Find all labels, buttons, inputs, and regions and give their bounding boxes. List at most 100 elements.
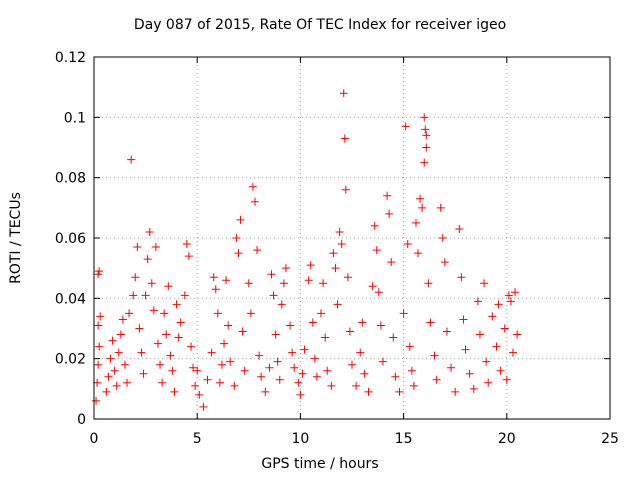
data-point	[217, 360, 226, 369]
data-point	[475, 330, 484, 339]
data-point	[265, 363, 274, 372]
data-point	[250, 197, 259, 206]
data-point	[125, 309, 134, 318]
data-point	[506, 297, 515, 306]
data-point	[399, 309, 408, 318]
data-point	[199, 402, 208, 411]
data-point	[364, 387, 373, 396]
grid-lines	[94, 57, 610, 419]
data-point	[430, 351, 439, 360]
data-point	[337, 240, 346, 249]
data-point	[108, 336, 117, 345]
data-point	[436, 203, 445, 212]
data-point	[156, 360, 165, 369]
data-point	[418, 203, 427, 212]
data-point	[281, 264, 290, 273]
data-point	[457, 273, 466, 282]
data-point	[137, 348, 146, 357]
data-point	[253, 246, 262, 255]
data-point	[391, 372, 400, 381]
data-point	[319, 279, 328, 288]
data-point	[340, 134, 349, 143]
data-point	[484, 378, 493, 387]
data-point	[422, 131, 431, 140]
data-point	[215, 378, 224, 387]
data-point	[310, 354, 319, 363]
data-point	[145, 227, 154, 236]
data-point	[432, 375, 441, 384]
y-tick-label: 0.06	[55, 231, 86, 247]
data-point	[335, 227, 344, 236]
data-point	[211, 285, 220, 294]
chart-title: Day 087 of 2015, Rate Of TEC Index for r…	[133, 17, 507, 33]
data-point	[341, 185, 350, 194]
data-points	[92, 89, 522, 411]
data-point	[222, 276, 231, 285]
data-point	[414, 249, 423, 258]
data-point	[333, 300, 342, 309]
data-point	[407, 366, 416, 375]
data-point	[102, 387, 111, 396]
data-point	[189, 363, 198, 372]
data-point	[187, 342, 196, 351]
y-tick-label: 0.1	[64, 110, 86, 126]
data-point	[465, 369, 474, 378]
data-point	[348, 360, 356, 369]
data-point	[94, 321, 103, 330]
data-point	[488, 312, 497, 321]
data-point	[298, 369, 307, 378]
data-point	[376, 321, 385, 330]
data-point	[424, 279, 433, 288]
data-point	[395, 387, 404, 396]
data-point	[401, 122, 410, 131]
data-point	[469, 384, 478, 393]
data-point	[120, 360, 129, 369]
data-point	[482, 357, 491, 366]
data-point	[411, 218, 420, 227]
x-tick-label: 20	[498, 431, 516, 447]
data-point	[168, 366, 177, 375]
data-point	[323, 366, 332, 375]
data-point	[230, 381, 239, 390]
data-point	[209, 273, 218, 282]
x-tick-label: 0	[90, 431, 99, 447]
data-point	[502, 375, 511, 384]
data-point	[480, 279, 489, 288]
data-point	[184, 252, 193, 261]
data-point	[238, 327, 247, 336]
data-point	[442, 327, 451, 336]
data-point	[220, 339, 229, 348]
data-point	[112, 381, 121, 390]
data-point	[312, 372, 321, 381]
data-point	[286, 321, 295, 330]
data-point	[164, 282, 173, 291]
data-point	[378, 357, 387, 366]
data-point	[129, 291, 138, 300]
data-point	[383, 191, 392, 200]
data-point	[255, 351, 264, 360]
data-point	[118, 315, 127, 324]
data-point	[356, 348, 365, 357]
data-point	[288, 348, 297, 357]
data-point	[149, 306, 158, 315]
data-point	[385, 209, 394, 218]
data-point	[426, 318, 435, 327]
data-point	[317, 309, 326, 318]
plot-frame	[93, 56, 611, 420]
data-point	[273, 357, 282, 366]
data-point	[269, 291, 278, 300]
data-point	[508, 348, 517, 357]
data-point	[306, 261, 315, 270]
data-point	[96, 312, 105, 321]
data-point	[240, 366, 249, 375]
data-point	[104, 372, 113, 381]
data-point	[106, 354, 115, 363]
data-point	[494, 300, 503, 309]
data-point	[170, 387, 179, 396]
data-point	[151, 243, 160, 252]
data-point	[329, 249, 338, 258]
data-point	[389, 333, 398, 342]
data-point	[496, 366, 505, 375]
x-tick-label: 15	[395, 431, 413, 447]
